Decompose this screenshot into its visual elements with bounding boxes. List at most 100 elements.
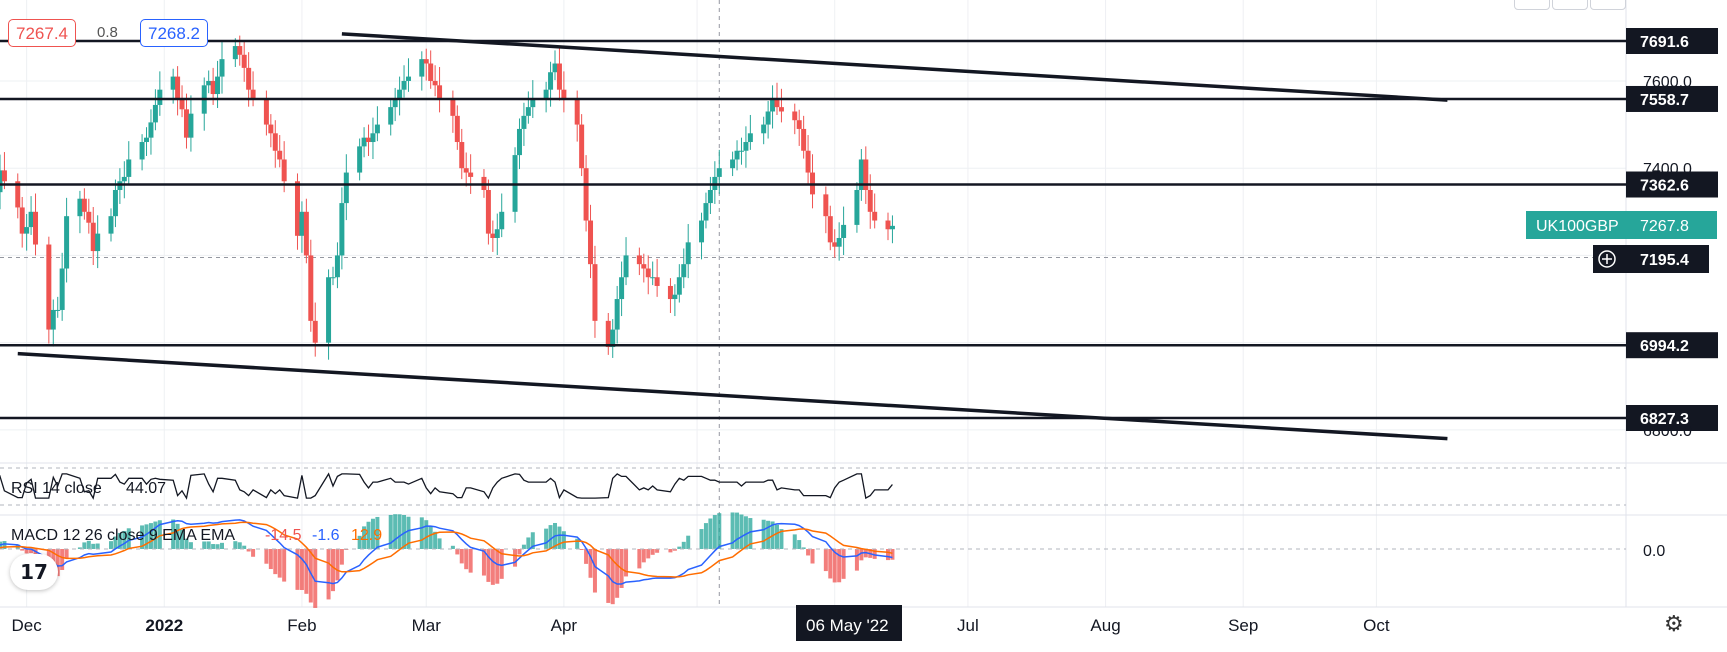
candle-body <box>206 80 212 86</box>
macd-histogram-bar <box>455 549 460 555</box>
macd-histogram-value: -14.5 <box>265 527 302 544</box>
candle-body <box>761 124 767 134</box>
bid-price-tag[interactable]: 7267.4 <box>8 19 76 47</box>
candle-body <box>237 46 243 55</box>
candle-body <box>858 159 864 191</box>
candle-body <box>561 89 567 99</box>
candle-body <box>485 190 491 234</box>
candle-body <box>183 109 189 138</box>
trendlines <box>17 32 1448 441</box>
macd-histogram-bar <box>748 518 753 549</box>
candle-body <box>681 264 687 278</box>
candle-body <box>33 211 39 245</box>
candle-body <box>454 115 460 143</box>
toolbar-button-2[interactable] <box>1552 0 1588 10</box>
candle-body <box>805 150 811 173</box>
rsi-label: RSI 14 close <box>11 480 102 497</box>
candle-body <box>157 89 163 105</box>
macd-histogram-bar <box>313 549 318 608</box>
macd-histogram-bar <box>575 538 580 549</box>
macd-histogram-bar <box>157 520 162 549</box>
candle-body <box>370 133 376 143</box>
macd-histogram-bar <box>761 519 766 549</box>
candle-body <box>588 220 594 265</box>
macd-histogram-bar <box>837 549 842 583</box>
tradingview-logo-icon[interactable]: 17 <box>10 554 58 590</box>
macd-histogram-bar <box>579 549 584 550</box>
candle-body <box>823 194 829 217</box>
candle-body <box>263 98 269 125</box>
macd-histogram-bar <box>299 549 304 590</box>
candle-body <box>645 268 651 278</box>
trendline <box>341 32 1448 102</box>
candle-body <box>463 168 469 173</box>
macd-histogram-bar <box>188 542 193 549</box>
macd-histogram-bar <box>393 514 398 549</box>
macd-histogram-bar <box>60 549 65 570</box>
macd-histogram-bar <box>561 531 566 549</box>
candle-body <box>610 329 616 348</box>
macd-pane <box>0 512 1626 608</box>
macd-histogram-bar <box>180 529 185 549</box>
macd-histogram-bar <box>592 549 597 593</box>
macd-histogram-bar <box>486 549 491 582</box>
macd-histogram-bar <box>282 549 287 582</box>
candle-body <box>144 137 150 143</box>
candle-body <box>272 133 278 151</box>
candle-body <box>95 233 101 252</box>
horizontal-levels: 7691.6 7558.7 7362.6 6994.2 6827.3 <box>0 28 1718 431</box>
macd-histogram-bar <box>308 549 313 603</box>
macd-histogram-bar <box>668 549 673 553</box>
macd-line-value: -1.6 <box>312 527 340 544</box>
time-axis: Dec2022FebMarAprJunJulAugSepOct <box>12 616 1390 635</box>
cursor-price-label: 7195.4 <box>1640 252 1689 269</box>
macd-histogram-bar <box>717 513 722 549</box>
macd-histogram-bar <box>743 516 748 549</box>
macd-histogram-bar <box>117 532 122 549</box>
candle-body <box>583 168 589 221</box>
macd-line <box>0 519 893 585</box>
candle-body <box>361 137 367 147</box>
crosshair-plus-icon[interactable] <box>1598 250 1616 268</box>
macd-histogram-bar <box>237 542 242 549</box>
macd-histogram-bar <box>246 549 251 552</box>
candle-body <box>650 277 656 279</box>
macd-histogram-bar <box>109 541 113 549</box>
candle-body <box>121 176 127 182</box>
macd-histogram-bar <box>335 549 340 581</box>
toolbar-button-1[interactable] <box>1514 0 1550 10</box>
candle-body <box>1 170 7 182</box>
macd-histogram-bar <box>708 518 713 549</box>
candle-body <box>623 255 629 278</box>
gear-icon[interactable]: ⚙ <box>1664 612 1684 637</box>
macd-histogram-bar <box>388 514 393 549</box>
toolbar-button-3[interactable] <box>1590 0 1626 10</box>
candle-body <box>579 124 585 169</box>
candle-body <box>112 190 118 217</box>
candle-body <box>397 89 403 99</box>
candle-body <box>392 98 398 108</box>
trendline <box>17 351 1448 441</box>
symbol-label: UK100GBP <box>1536 218 1619 235</box>
candle-body <box>521 115 527 129</box>
time-tick-label: Dec <box>12 616 43 635</box>
macd-histogram-bar <box>703 523 708 549</box>
macd-histogram-bar <box>2 541 7 549</box>
ask-price-tag[interactable]: 7268.2 <box>140 19 208 47</box>
candle-body <box>836 237 842 247</box>
macd-histogram-bar <box>304 549 309 594</box>
macd-histogram-bar <box>841 549 846 579</box>
macd-histogram-bar <box>126 528 131 549</box>
candle-body <box>281 159 287 182</box>
candle-body <box>796 120 802 129</box>
candle-body <box>139 142 145 160</box>
level-price-label: 7691.6 <box>1640 34 1689 51</box>
candle-body <box>299 211 305 236</box>
macd-label: MACD 12 26 close 9 EMA EMA <box>11 527 235 544</box>
candle-body <box>619 277 625 300</box>
candle-body <box>210 80 216 95</box>
macd-histogram-bar <box>530 532 535 549</box>
candle-body <box>574 98 580 125</box>
macd-histogram-bar <box>521 544 526 549</box>
